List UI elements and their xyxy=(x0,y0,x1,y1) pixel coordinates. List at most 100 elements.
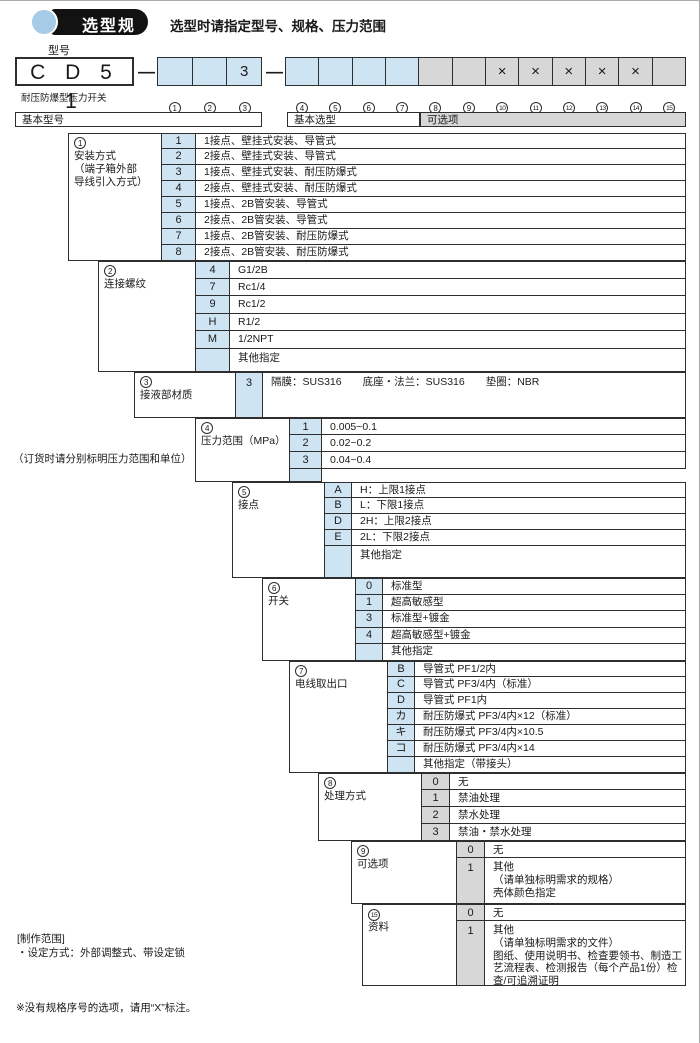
spec-desc-cell: 耐压防爆式 PF3/4内×10.5 xyxy=(415,725,686,741)
section-8-label: 处理方式 xyxy=(324,790,366,802)
spec-code-cell: 3 xyxy=(356,611,383,628)
spec-code-cell: コ xyxy=(388,741,415,757)
spec-desc-cell: Rc1/2 xyxy=(230,296,686,314)
spec-desc-cell: 0.005~0.1 xyxy=(322,418,686,435)
model-label: 型号 xyxy=(48,45,70,57)
section-2-label-box: 2 连接螺纹 xyxy=(98,261,196,372)
spec-code-cell: 0 xyxy=(457,904,485,921)
spec-code-cell: 2 xyxy=(162,149,196,165)
section-1-label: 安装方式 （端子箱外部 导线引入方式） xyxy=(74,150,148,188)
section-4-label-box: 4 压力范围（MPa） xyxy=(195,418,290,482)
spec-code-cell: 7 xyxy=(162,229,196,245)
spec-desc-cell: 其他指定（带接头） xyxy=(415,757,686,773)
spec-code-cell: 5 xyxy=(162,197,196,213)
spec-desc-cell: 2接点、2B管安装、耐压防爆式 xyxy=(196,245,686,261)
spec-desc-cell: 其他 （请单独标明需求的规格） 壳体颜色指定 xyxy=(485,858,686,904)
spec-desc-cell: 禁油处理 xyxy=(450,790,686,807)
spec-code-cell xyxy=(196,348,230,372)
section-5-label-box: 5 接点 xyxy=(232,482,325,578)
model-code-box: C D 5 1 xyxy=(15,57,134,113)
section-15-label-box: 15 资料 xyxy=(362,904,457,986)
circled-number: 9 xyxy=(357,845,369,857)
spec-code-cell: 0 xyxy=(356,578,383,595)
circled-number: 2 xyxy=(104,265,116,277)
circled-number: 14 xyxy=(629,102,642,114)
spec-desc-cell: 导管式 PF1/2内 xyxy=(415,661,686,677)
model-caption: 耐压防爆型压力开关 xyxy=(21,93,107,104)
badge-circle-icon xyxy=(30,8,58,36)
spec-code-cell: D xyxy=(325,514,352,530)
spec-code-cell: 1 xyxy=(422,790,450,807)
badge-pill xyxy=(50,9,148,35)
spec-desc-cell: 导管式 PF1内 xyxy=(415,693,686,709)
spec-code-cell: キ xyxy=(388,725,415,741)
spec-code-cell: カ xyxy=(388,709,415,725)
spec-desc-cell: 无 xyxy=(485,841,686,858)
section-7-label-box: 7 电线取出口 xyxy=(289,661,388,773)
note-setting-method: ・设定方式：外部调整式、带设定锁 xyxy=(17,947,185,959)
spec-desc-cell: H：上限1接点 xyxy=(352,482,686,498)
model-digit-cell: 3 xyxy=(227,58,262,85)
spec-code-cell: C xyxy=(388,677,415,693)
spec-desc-cell: 1接点、2B管安装、导管式 xyxy=(196,197,686,213)
section-8-label-box: 8 处理方式 xyxy=(318,773,422,841)
spec-desc-cell: 2接点、壁挂式安装、耐压防爆式 xyxy=(196,181,686,197)
spec-code-filler xyxy=(290,469,322,482)
spec-code-cell: 3 xyxy=(162,165,196,181)
spec-desc-cell: 隔膜：SUS316 底座・法兰：SUS316 垫圈：NBR xyxy=(263,372,686,418)
spec-code-cell: 2 xyxy=(422,807,450,824)
model-digit-cell: × xyxy=(519,58,553,85)
header-optional: 可选项 xyxy=(420,112,686,127)
model-digit-cell xyxy=(452,58,486,85)
note-x-mark: ※没有规格序号的选项，请用“X”标注。 xyxy=(16,1002,197,1014)
circled-number: 4 xyxy=(201,422,213,434)
circled-number: 3 xyxy=(140,376,152,388)
spec-desc-cell: 1接点、壁挂式安装、导管式 xyxy=(196,133,686,149)
model-digit-cell xyxy=(319,58,353,85)
spec-code-cell: H xyxy=(196,313,230,331)
spec-desc-cell: 2L：下限2接点 xyxy=(352,530,686,546)
spec-desc-cell: 超高敏感型+镀金 xyxy=(383,627,686,645)
model-digit-cell xyxy=(385,58,420,85)
model-digit-cell xyxy=(158,58,193,85)
spec-code-cell: 6 xyxy=(162,213,196,229)
spec-desc-cell: 耐压防爆式 PF3/4内×12（标准） xyxy=(415,709,686,725)
spec-desc-cell: Rc1/4 xyxy=(230,278,686,296)
model-digit-cell xyxy=(286,58,320,85)
spec-desc-cell: G1/2B xyxy=(230,261,686,279)
spec-desc-cell: 导管式 PF3/4内（标准） xyxy=(415,677,686,693)
badge-label: 选型规格 xyxy=(82,18,137,59)
spec-desc-cell: 无 xyxy=(485,904,686,921)
section-5-label: 接点 xyxy=(238,499,259,511)
spec-code-cell: 4 xyxy=(356,627,383,645)
spec-desc-cell: 其他指定 xyxy=(230,348,686,372)
circled-number: 8 xyxy=(324,777,336,789)
spec-code-cell: B xyxy=(388,661,415,677)
section-6-label-box: 6 开关 xyxy=(262,578,356,661)
spec-desc-cell: 无 xyxy=(450,773,686,790)
section-6-label: 开关 xyxy=(268,595,289,607)
spec-code-cell: 3 xyxy=(236,372,263,418)
spec-desc-cell: 2接点、2B管安装、导管式 xyxy=(196,213,686,229)
spec-desc-cell: 0.02~0.2 xyxy=(322,435,686,452)
model-digit-cell: × xyxy=(552,58,586,85)
model-digit-cell: × xyxy=(485,58,520,85)
header-basic-model: 基本型号 xyxy=(15,112,262,127)
spec-code-cell: D xyxy=(388,693,415,709)
spec-desc-cell: 其他指定 xyxy=(352,546,686,578)
spec-desc-cell: 标准型+镀金 xyxy=(383,611,686,628)
model-digit-cell: × xyxy=(585,58,620,85)
spec-code-cell: 8 xyxy=(162,245,196,261)
spec-desc-cell: 1接点、壁挂式安装、耐压防爆式 xyxy=(196,165,686,181)
section-9-label: 可选项 xyxy=(357,858,389,870)
section-2-label: 连接螺纹 xyxy=(104,278,146,290)
circled-number: 15 xyxy=(368,909,380,921)
circled-number: 6 xyxy=(268,582,280,594)
spec-code-cell: M xyxy=(196,331,230,349)
spec-code-cell: 3 xyxy=(290,452,322,469)
spec-desc-cell: 标准型 xyxy=(383,578,686,595)
spec-desc-cell: 1接点、2B管安装、耐压防爆式 xyxy=(196,229,686,245)
spec-code-cell: 4 xyxy=(196,261,230,279)
note-production-scope-title: [制作范围] xyxy=(17,933,65,945)
